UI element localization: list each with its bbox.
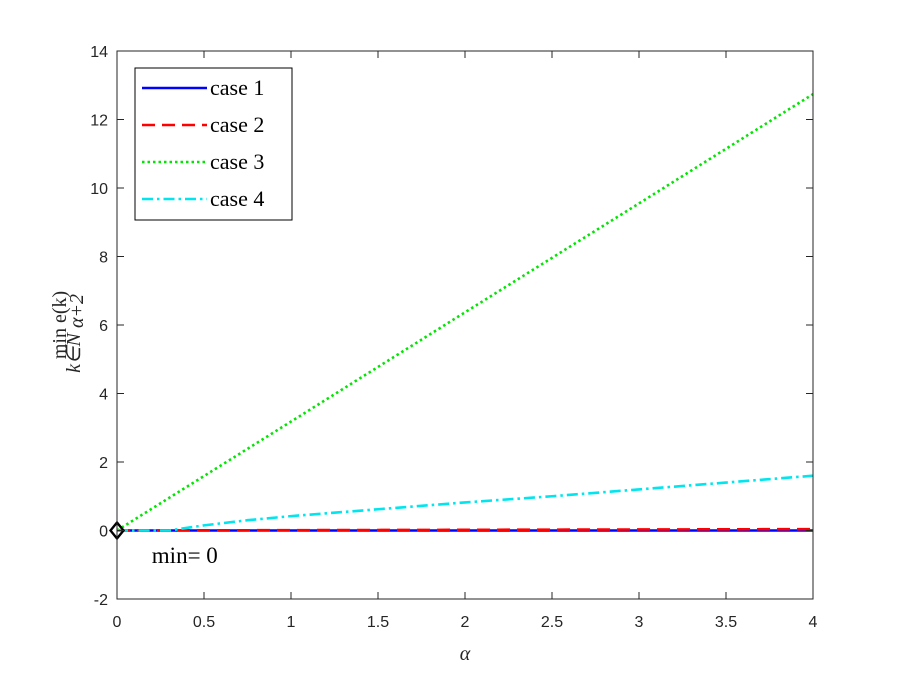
y-tick-label: -2 xyxy=(94,592,108,609)
legend-label-case-2: case 2 xyxy=(210,112,264,137)
x-tick-label: 2 xyxy=(461,614,470,631)
x-tick-label: 3.5 xyxy=(715,614,737,631)
series-line-case-4 xyxy=(117,474,814,532)
y-tick-label: 14 xyxy=(90,44,108,61)
x-tick-label: 1.5 xyxy=(367,614,389,631)
x-tick-label: 4 xyxy=(809,614,818,631)
y-tick-label: 6 xyxy=(99,318,108,335)
y-axis-label-main: min e(k) xyxy=(49,291,71,359)
plot-area: min= 0 xyxy=(108,93,814,568)
y-tick-label: 12 xyxy=(90,113,108,130)
y-axis-label-subsub: α+2 xyxy=(66,294,88,328)
min-annotation: min= 0 xyxy=(152,543,218,568)
y-tick-label: 8 xyxy=(99,250,108,267)
y-tick-label: 0 xyxy=(99,524,108,541)
y-tick-label: 10 xyxy=(90,181,108,198)
y-tick-label: 4 xyxy=(99,387,108,404)
x-tick-label: 0 xyxy=(113,614,122,631)
series-line-case-3 xyxy=(116,93,814,532)
x-tick-label: 0.5 xyxy=(193,614,215,631)
y-tick-label: 2 xyxy=(99,455,108,472)
y-axis-label: min e(k)k∈N α+2 xyxy=(49,291,88,373)
series-line-case-2 xyxy=(116,527,814,532)
legend-label-case-3: case 3 xyxy=(210,149,264,174)
x-tick-label: 2.5 xyxy=(541,614,563,631)
legend-label-case-4: case 4 xyxy=(210,186,264,211)
legend: case 1 case 2 case 3 case 4 xyxy=(134,67,293,221)
legend-box xyxy=(134,67,293,221)
x-tick-label: 3 xyxy=(635,614,644,631)
x-axis-label: α xyxy=(460,643,471,665)
legend-label-case-1: case 1 xyxy=(210,75,264,100)
x-tick-label: 1 xyxy=(287,614,296,631)
axes: 0 0.5 1 1.5 2 2.5 3 3.5 4 -2 0 2 4 6 8 10 12 14 α min e(k)k… xyxy=(49,44,818,665)
y-axis-label-sub: k∈N xyxy=(63,332,85,373)
